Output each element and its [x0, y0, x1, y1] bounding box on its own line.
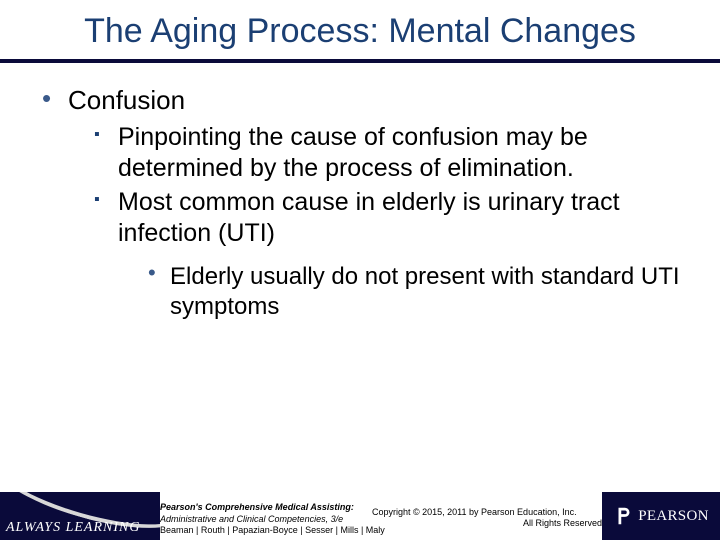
slide-title: The Aging Process: Mental Changes — [40, 12, 680, 51]
lvl2-text: Pinpointing the cause of confusion may b… — [118, 123, 588, 182]
footer-logo-box: PEARSON — [602, 492, 720, 540]
list-item: Confusion Pinpointing the cause of confu… — [40, 85, 680, 321]
bullet-list-lvl3: Elderly usually do not present with stan… — [118, 262, 680, 321]
slide-title-block: The Aging Process: Mental Changes — [0, 0, 720, 63]
footer-brand-box: ALWAYS LEARNING — [0, 492, 160, 540]
always-learning-text: ALWAYS LEARNING — [6, 520, 140, 536]
copyright-line: All Rights Reserved — [372, 518, 602, 530]
footer-copyright: Copyright © 2015, 2011 by Pearson Educat… — [372, 507, 602, 530]
bullet-list-lvl2: Pinpointing the cause of confusion may b… — [68, 122, 680, 321]
copyright-line: Copyright © 2015, 2011 by Pearson Educat… — [372, 507, 602, 519]
list-item: Pinpointing the cause of confusion may b… — [94, 122, 680, 183]
slide-content: Confusion Pinpointing the cause of confu… — [0, 63, 720, 321]
bullet-list-lvl1: Confusion Pinpointing the cause of confu… — [40, 85, 680, 321]
list-item: Elderly usually do not present with stan… — [148, 262, 680, 321]
list-item: Most common cause in elderly is urinary … — [94, 187, 680, 321]
pearson-logo: PEARSON — [613, 505, 708, 527]
logo-text: PEARSON — [638, 508, 708, 525]
slide-footer: ALWAYS LEARNING Pearson's Comprehensive … — [0, 492, 720, 540]
lvl1-label: Confusion — [68, 85, 185, 115]
lvl2-text: Most common cause in elderly is urinary … — [118, 188, 620, 247]
lvl3-text: Elderly usually do not present with stan… — [170, 263, 680, 319]
slide: The Aging Process: Mental Changes Confus… — [0, 0, 720, 540]
logo-monogram-icon — [613, 505, 635, 527]
